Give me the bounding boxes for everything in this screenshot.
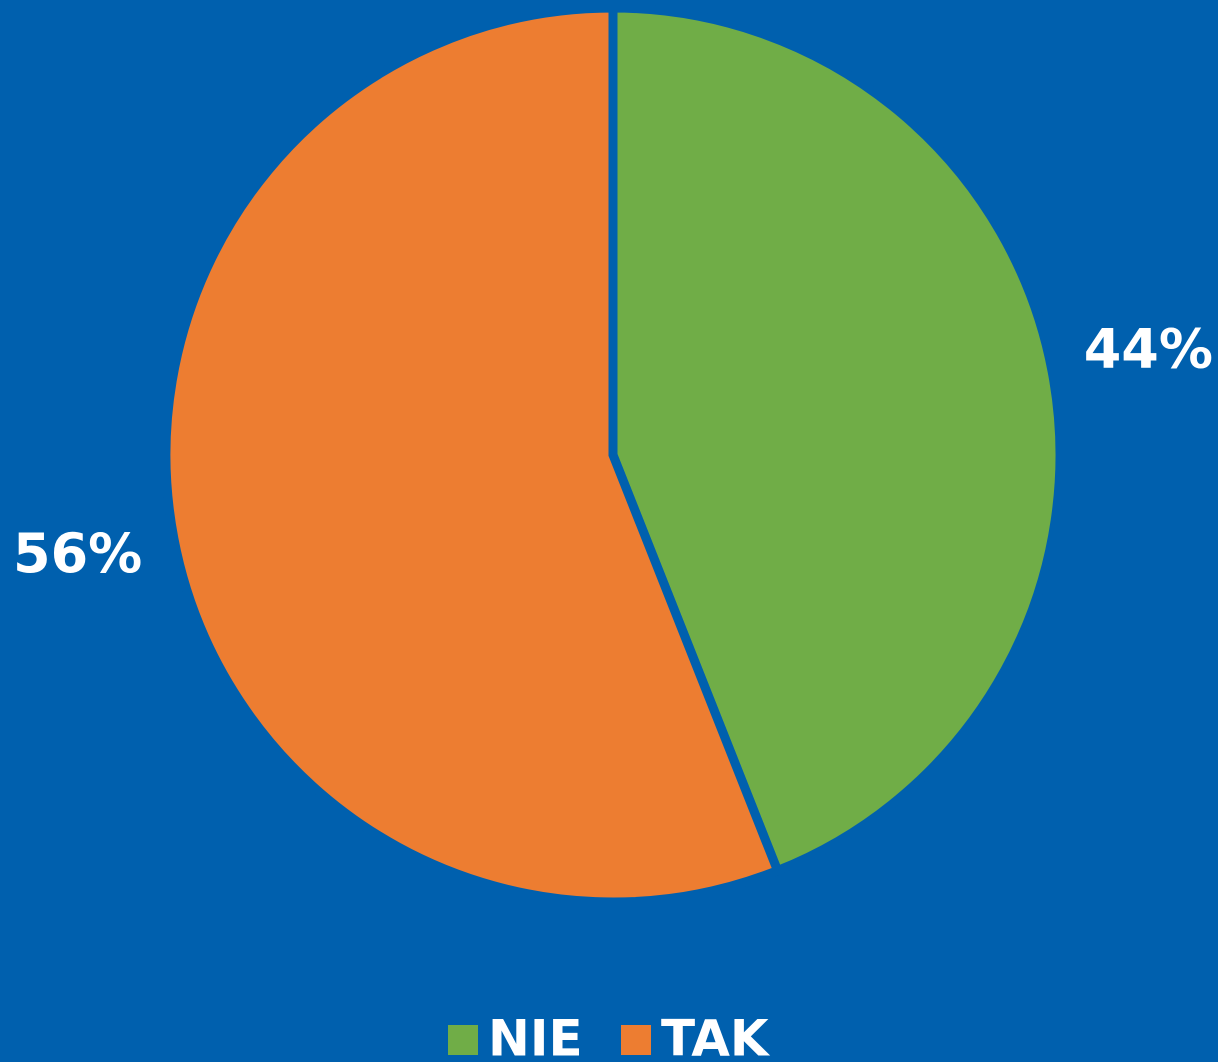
data-label: 56% xyxy=(13,522,142,585)
legend-swatch xyxy=(448,1025,478,1055)
pie-slice xyxy=(608,3,1065,877)
legend-label: NIE xyxy=(488,1010,583,1062)
legend-swatch xyxy=(621,1025,651,1055)
pie-slice xyxy=(161,3,784,907)
data-label: 44% xyxy=(1084,318,1213,381)
legend-label: TAK xyxy=(661,1010,771,1062)
